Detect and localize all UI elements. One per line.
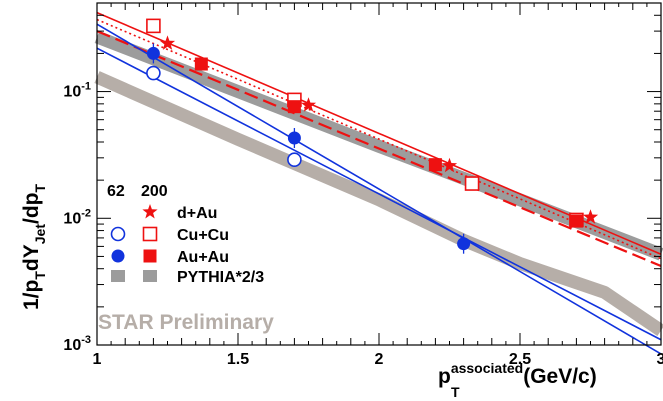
y-tick-label-base-0: 10 <box>63 337 81 354</box>
y-axis-title: 1/pTdYJet/dpT <box>20 184 48 310</box>
data-point-3-1 <box>287 152 302 167</box>
x-axis-title-unit: (GeV/c) <box>523 365 597 388</box>
legend-symbol-200-2 <box>143 249 157 263</box>
x-tick-label-1: 1.5 <box>227 351 249 368</box>
pythia-band-1 <box>94 71 663 336</box>
data-point-2-2 <box>428 158 442 172</box>
x-tick-label-4: 3 <box>657 351 663 368</box>
data-point-0-0 <box>159 35 176 50</box>
pythia-bands <box>94 30 663 336</box>
y-axis-title-part3: /dp <box>20 193 43 225</box>
plot-frame <box>96 2 662 346</box>
fit-lines <box>96 11 662 355</box>
data-point-0-1 <box>300 97 317 112</box>
legend-label-cucu: Cu+Cu <box>177 227 229 244</box>
fit-line-0 <box>96 11 662 256</box>
y-axis-title-sub2: Jet <box>32 224 48 245</box>
fit-line-1 <box>96 18 662 260</box>
y-tick-label-0: 10-3 <box>63 334 91 354</box>
y-tick-label-base-1: 10 <box>63 210 81 227</box>
y-axis-title-sub1: T <box>32 271 48 280</box>
y-tick-label-2: 10-1 <box>63 81 91 101</box>
data-point-4-2 <box>457 237 471 251</box>
x-axis-title-sup: associated <box>451 360 523 376</box>
legend-label-auau: Au+Au <box>177 249 229 266</box>
x-tick-label-0: 1 <box>93 351 102 368</box>
y-tick-label-exp-1: -2 <box>81 207 91 219</box>
legend-symbol-62-3 <box>111 270 125 282</box>
legend-header-200: 200 <box>141 183 168 200</box>
data-point-4-0 <box>146 46 160 60</box>
legend-header-62: 62 <box>107 183 125 200</box>
y-axis-title-part2: dY <box>20 244 43 271</box>
data-point-3-0 <box>146 65 161 81</box>
fit-line-4 <box>96 47 662 341</box>
legend-symbol-62-2 <box>111 249 125 263</box>
legend-label-dau: d+Au <box>177 205 217 222</box>
legend-symbols <box>110 204 158 282</box>
data-point-0-3 <box>582 209 599 224</box>
axes: 1 1.5 2 2.5 310-310-210-1 <box>63 2 663 368</box>
legend-symbol-200-0 <box>142 204 158 219</box>
legend-symbol-200-3 <box>143 270 157 282</box>
legend: 62 200 d+Au Cu+Cu Au+Au PYTHIA*2/3 <box>107 183 264 286</box>
y-tick-label-exp-0: -3 <box>81 334 91 346</box>
y-tick-label-base-2: 10 <box>63 84 81 101</box>
y-axis-title-part1: 1/p <box>20 280 43 310</box>
watermark-text: STAR Preliminary <box>98 311 274 334</box>
legend-symbol-62-1 <box>110 226 126 242</box>
data-point-1-2 <box>464 176 480 191</box>
y-tick-label-1: 10-2 <box>63 207 91 227</box>
data-points <box>146 18 599 254</box>
legend-label-pythia: PYTHIA*2/3 <box>177 269 264 286</box>
y-tick-label-exp-2: -1 <box>81 81 91 93</box>
y-axis-title-sub3: T <box>32 184 48 193</box>
x-tick-label-3: 2.5 <box>509 351 531 368</box>
fit-line-3 <box>96 23 662 355</box>
data-point-4-1 <box>287 131 301 145</box>
x-axis-title-subscript: T <box>451 384 460 400</box>
x-axis-title-main: p <box>438 365 451 388</box>
legend-symbol-200-1 <box>142 226 158 242</box>
data-point-1-0 <box>146 18 161 34</box>
x-tick-label-2: 2 <box>375 351 384 368</box>
data-point-2-1 <box>287 100 301 114</box>
fit-line-2 <box>96 30 662 268</box>
data-point-0-2 <box>441 157 458 173</box>
data-point-2-3 <box>569 214 583 228</box>
data-point-2-0 <box>194 57 208 71</box>
x-axis-title: passociated(GeV/c) <box>438 360 597 388</box>
